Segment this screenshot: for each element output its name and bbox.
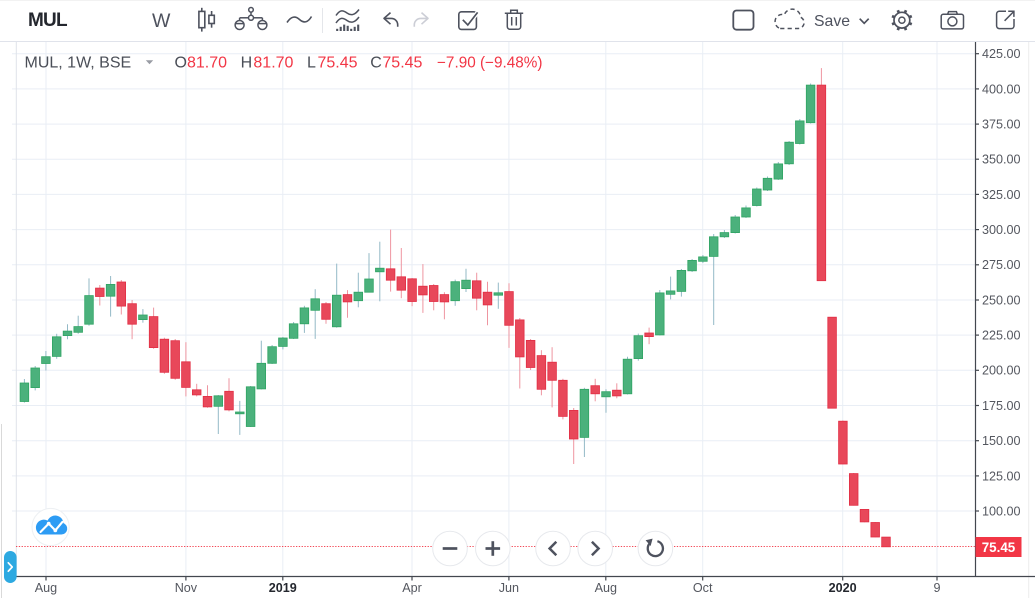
svg-text:225.00: 225.00 — [982, 329, 1021, 343]
svg-text:200.00: 200.00 — [982, 364, 1021, 378]
svg-text:350.00: 350.00 — [982, 153, 1021, 167]
svg-text:Oct: Oct — [693, 581, 713, 595]
svg-text:175.00: 175.00 — [982, 399, 1021, 413]
svg-text:Apr: Apr — [402, 581, 422, 595]
svg-text:250.00: 250.00 — [982, 293, 1021, 307]
svg-text:400.00: 400.00 — [982, 82, 1021, 96]
svg-text:Aug: Aug — [35, 581, 57, 595]
svg-text:C: C — [370, 55, 382, 72]
svg-text:325.00: 325.00 — [982, 188, 1021, 202]
svg-text:9: 9 — [933, 581, 940, 595]
svg-text:150.00: 150.00 — [982, 434, 1021, 448]
svg-text:75.45: 75.45 — [318, 55, 358, 72]
svg-text:300.00: 300.00 — [982, 223, 1021, 237]
svg-text:Aug: Aug — [595, 581, 617, 595]
svg-text:75.45: 75.45 — [982, 540, 1016, 555]
svg-text:W: W — [152, 10, 171, 32]
svg-text:81.70: 81.70 — [253, 55, 293, 72]
svg-text:MUL, 1W, BSE: MUL, 1W, BSE — [25, 55, 132, 72]
svg-text:275.00: 275.00 — [982, 258, 1021, 272]
svg-text:O: O — [175, 55, 187, 72]
svg-text:75.45: 75.45 — [382, 55, 422, 72]
svg-text:375.00: 375.00 — [982, 118, 1021, 132]
svg-text:425.00: 425.00 — [982, 47, 1021, 61]
svg-text:81.70: 81.70 — [187, 55, 227, 72]
svg-text:H: H — [241, 55, 253, 72]
svg-text:2020: 2020 — [829, 581, 857, 595]
svg-text:Nov: Nov — [175, 581, 198, 595]
svg-text:MUL: MUL — [28, 10, 68, 31]
svg-text:2019: 2019 — [269, 581, 297, 595]
svg-text:Save: Save — [814, 13, 850, 30]
svg-text:Jun: Jun — [499, 581, 519, 595]
svg-text:−7.90 (−9.48%): −7.90 (−9.48%) — [437, 55, 542, 72]
svg-text:L: L — [307, 55, 316, 72]
svg-text:100.00: 100.00 — [982, 504, 1021, 518]
svg-text:125.00: 125.00 — [982, 469, 1021, 483]
